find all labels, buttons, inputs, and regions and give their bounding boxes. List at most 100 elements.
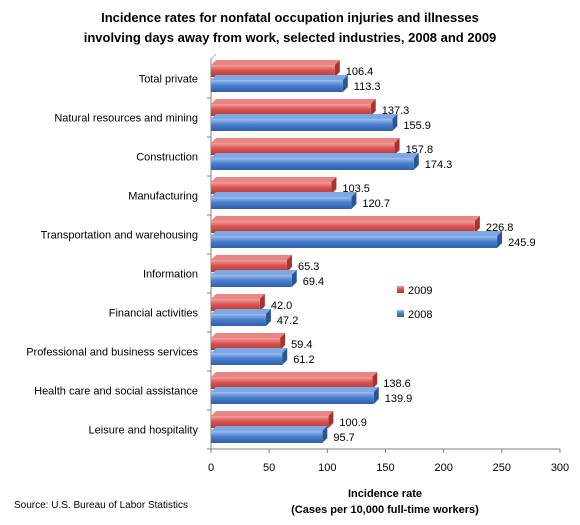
x-tick-label: 250 — [493, 462, 511, 474]
value-label-2008: 69.4 — [303, 276, 324, 288]
bar-2008-top — [211, 75, 348, 80]
bar-2009 — [211, 294, 265, 311]
bar-2008-top — [211, 114, 398, 119]
bar-2008-top — [211, 426, 328, 431]
bar-2008 — [211, 270, 297, 287]
bar-2008-front — [211, 119, 393, 131]
x-axis-title-line-1: Incidence rate — [348, 488, 422, 500]
bar-2009-front — [211, 299, 260, 311]
bar-2008-top — [211, 309, 271, 314]
legend-item-2008: 2008 — [397, 309, 432, 321]
bar-2008-end — [282, 348, 288, 365]
bar-2009-top — [211, 294, 265, 299]
x-tick-label: 150 — [376, 462, 394, 474]
bar-2008-top — [211, 153, 419, 158]
bar-2009-front — [211, 338, 281, 350]
bar-2008-front — [211, 275, 292, 287]
bar-2008-end — [351, 192, 357, 209]
bar-2008 — [211, 426, 328, 443]
source-note: Source: U.S. Bureau of Labor Statistics — [14, 500, 188, 511]
category-label: Construction — [136, 152, 198, 164]
bar-2008-end — [265, 309, 271, 326]
value-label-2008: 113.3 — [354, 81, 381, 93]
bar-2008 — [211, 192, 357, 209]
bar-2008-end — [373, 387, 379, 404]
x-tick-label: 200 — [434, 462, 452, 474]
bar-2009-top — [211, 411, 334, 416]
value-label-2008: 47.2 — [277, 315, 298, 327]
bar-2009-end — [474, 216, 480, 233]
legend-item-2009: 2009 — [397, 285, 432, 297]
chart-title-line-1: Incidence rates for nonfatal occupation … — [101, 10, 479, 25]
legend-label: 2008 — [408, 309, 432, 321]
bar-2009-front — [211, 65, 335, 77]
bar-2008-front — [211, 353, 283, 365]
bar-2008 — [211, 387, 379, 404]
bar-2008-front — [211, 392, 374, 404]
bar-2009-end — [334, 60, 340, 77]
bar-2009-end — [328, 411, 334, 428]
value-label-2009: 106.4 — [346, 66, 374, 78]
plot-area: Total private 106.4 113.3 Natural resources… — [26, 53, 569, 516]
bar-2009-end — [331, 177, 337, 194]
bar-2009-top — [211, 333, 286, 338]
value-label-2008: 61.2 — [293, 354, 314, 366]
category-label: Health care and social assistance — [34, 386, 198, 398]
bar-2008-end — [497, 231, 503, 248]
value-label-2009: 100.9 — [339, 417, 367, 429]
bar-2009 — [211, 216, 480, 233]
bar-2008 — [211, 153, 419, 170]
category-label: Transportation and warehousing — [41, 230, 198, 242]
x-tick-label: 100 — [318, 462, 336, 474]
value-label-2008: 174.3 — [425, 159, 453, 171]
bar-2008 — [211, 114, 398, 131]
legend-label: 2009 — [408, 285, 432, 297]
chart-title-line-2: involving days away from work, selected … — [83, 30, 497, 45]
bar-2008-front — [211, 236, 498, 248]
x-tick-label: 0 — [208, 462, 214, 474]
value-label-2009: 42.0 — [271, 300, 292, 312]
value-label-2008: 155.9 — [403, 120, 431, 132]
x-axis-title-line-2: (Cases per 10,000 full-time workers) — [291, 504, 479, 516]
bar-2009-end — [370, 99, 376, 116]
bar-2009-front — [211, 104, 371, 116]
category-label: Financial activities — [109, 308, 199, 320]
bar-2008-front — [211, 197, 352, 209]
bar-2009-front — [211, 143, 395, 155]
category-label: Information — [143, 269, 198, 281]
bar-2009 — [211, 372, 378, 389]
bar-2009-end — [286, 255, 292, 272]
value-label-2008: 245.9 — [508, 237, 536, 249]
legend: 2009 2008 — [397, 285, 432, 321]
category-label: Leisure and hospitality — [89, 425, 199, 437]
bar-2008-end — [342, 75, 348, 92]
bar-2009-top — [211, 255, 292, 260]
bar-2009 — [211, 333, 286, 350]
bar-2009-end — [394, 138, 400, 155]
category-label: Manufacturing — [128, 191, 198, 203]
bar-2008-end — [322, 426, 328, 443]
bar-2008-front — [211, 80, 343, 92]
value-label-2008: 95.7 — [333, 432, 354, 444]
bar-2009-top — [211, 99, 376, 104]
value-label-2008: 120.7 — [362, 198, 390, 210]
bar-2008-end — [291, 270, 297, 287]
bar-2009-top — [211, 177, 337, 182]
bar-2009-front — [211, 416, 329, 428]
bar-2008-top — [211, 192, 357, 197]
category-label: Total private — [139, 74, 198, 86]
bar-2008-front — [211, 314, 266, 326]
bar-2008-front — [211, 158, 414, 170]
bar-2009-end — [259, 294, 265, 311]
x-tick-label: 50 — [263, 462, 275, 474]
bar-2008-top — [211, 348, 288, 353]
value-label-2009: 65.3 — [298, 261, 319, 273]
category-label: Natural resources and mining — [54, 113, 198, 125]
bar-2009-front — [211, 182, 332, 194]
bar-2009-top — [211, 372, 378, 377]
category-label: Professional and business services — [26, 347, 198, 359]
bar-2008 — [211, 309, 271, 326]
bar-2009 — [211, 255, 292, 272]
bar-2008 — [211, 348, 288, 365]
